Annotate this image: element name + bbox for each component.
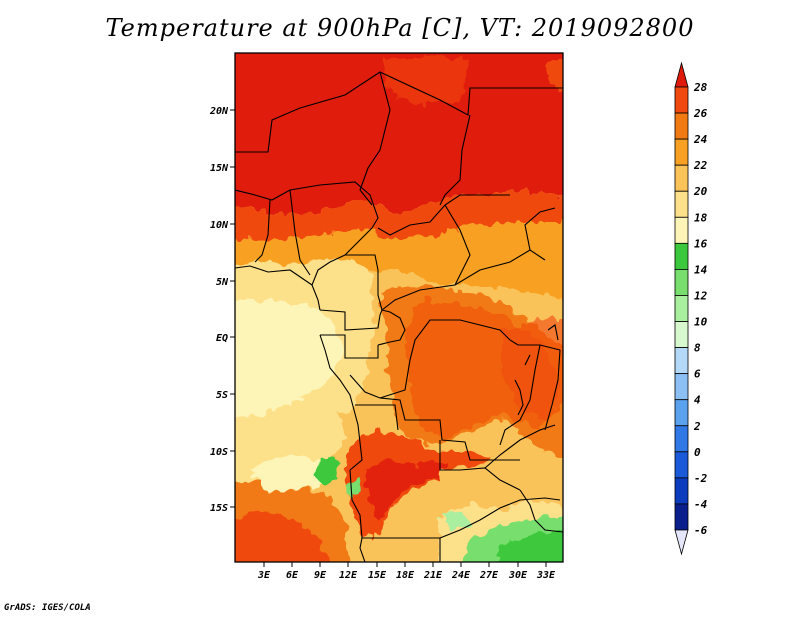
colorbar-label: 26 — [693, 107, 708, 120]
svg-text:5N: 5N — [216, 277, 229, 288]
colorbar-label: 6 — [694, 368, 701, 381]
colorbar-label: -2 — [694, 472, 708, 485]
svg-text:21E: 21E — [423, 570, 443, 581]
svg-text:18E: 18E — [396, 570, 415, 581]
colorbar-segment — [674, 399, 689, 427]
colorbar-segment — [674, 425, 689, 453]
lat-label-15n: 15N — [210, 163, 235, 174]
colorbar-label: 24 — [693, 133, 708, 146]
colorbar-label: 8 — [694, 342, 701, 355]
colorbar-segment — [674, 477, 689, 505]
colorbar-segment — [674, 295, 689, 322]
colorbar-label: -6 — [694, 524, 708, 537]
lat-label-5s: 5S — [216, 390, 235, 401]
longitude-axis: 3E 6E 9E 12E 15E 18E 21E 24E 27E 30E 33E — [257, 562, 556, 581]
colorbar-label: 2 — [693, 420, 701, 433]
colorbar-label: 22 — [693, 159, 708, 172]
colorbar-label: 18 — [694, 211, 708, 224]
lon-label-24e: 24E — [451, 562, 471, 581]
svg-text:10S: 10S — [210, 447, 228, 458]
colorbar-segment — [674, 373, 689, 401]
colorbar-segment — [674, 112, 689, 140]
colorbar-segment — [674, 347, 689, 375]
lat-label-10n: 10N — [210, 220, 235, 231]
svg-text:33E: 33E — [536, 570, 556, 581]
colorbar-under-arrow — [674, 529, 689, 556]
lon-label-3e: 3E — [257, 562, 271, 581]
lon-label-9e: 9E — [314, 562, 327, 581]
grads-credit: GrADS: IGES/COLA — [4, 603, 91, 613]
lon-label-21e: 21E — [423, 562, 443, 581]
colorbar-label: 14 — [694, 263, 708, 276]
svg-text:5S: 5S — [216, 390, 228, 401]
colorbar-segment — [674, 190, 689, 218]
colorbar-label: 16 — [694, 237, 708, 250]
colorbar-label: 28 — [693, 81, 708, 94]
temperature-field — [235, 53, 563, 562]
latitude-axis: 20N 15N 10N 5N EQ 5S 10S 15S — [209, 106, 235, 514]
svg-text:12E: 12E — [339, 570, 358, 581]
svg-text:15E: 15E — [368, 570, 387, 581]
svg-text:3E: 3E — [257, 570, 271, 581]
svg-text:20N: 20N — [209, 106, 229, 117]
lat-label-15s: 15S — [210, 503, 235, 514]
lat-label-5n: 5N — [216, 277, 235, 288]
colorbar-segment — [674, 451, 689, 479]
svg-text:EQ: EQ — [216, 333, 228, 344]
lon-label-30e: 30E — [508, 562, 528, 581]
colorbar-label: 12 — [694, 289, 708, 302]
colorbar-segment — [674, 269, 689, 296]
svg-text:24E: 24E — [451, 570, 471, 581]
colorbar-label: 10 — [694, 316, 708, 329]
svg-text:9E: 9E — [314, 570, 327, 581]
svg-text:10N: 10N — [210, 220, 229, 231]
lon-label-15e: 15E — [368, 562, 387, 581]
colorbar-segment — [674, 242, 689, 270]
colorbar-label: 4 — [694, 394, 701, 407]
map-title: Temperature at 900hPa [C], VT: 201909280… — [105, 14, 695, 42]
lon-label-18e: 18E — [396, 562, 415, 581]
lat-label-10s: 10S — [210, 447, 235, 458]
colorbar-segment — [674, 321, 689, 348]
svg-text:15N: 15N — [210, 163, 229, 174]
colorbar-segment — [674, 216, 689, 244]
svg-text:30E: 30E — [508, 570, 528, 581]
lat-label-eq: EQ — [216, 333, 235, 344]
lon-label-33e: 33E — [536, 562, 556, 581]
country-borders — [235, 71, 563, 562]
colorbar-segment — [674, 164, 689, 192]
lat-label-20n: 20N — [209, 106, 235, 117]
svg-text:27E: 27E — [479, 570, 499, 581]
colorbar-segment — [674, 138, 689, 166]
map-frame — [234, 52, 564, 563]
colorbar-label: 20 — [693, 185, 708, 198]
svg-text:15S: 15S — [210, 503, 228, 514]
lon-label-6e: 6E — [286, 562, 299, 581]
colorbar-segment — [674, 86, 689, 114]
colorbar-over-arrow — [674, 61, 689, 88]
colorbar-label: 0 — [694, 446, 701, 459]
svg-text:6E: 6E — [286, 570, 299, 581]
lon-label-12e: 12E — [339, 562, 358, 581]
lon-label-27e: 27E — [479, 562, 499, 581]
colorbar-label: -4 — [694, 498, 708, 511]
colorbar-segment — [674, 503, 689, 531]
